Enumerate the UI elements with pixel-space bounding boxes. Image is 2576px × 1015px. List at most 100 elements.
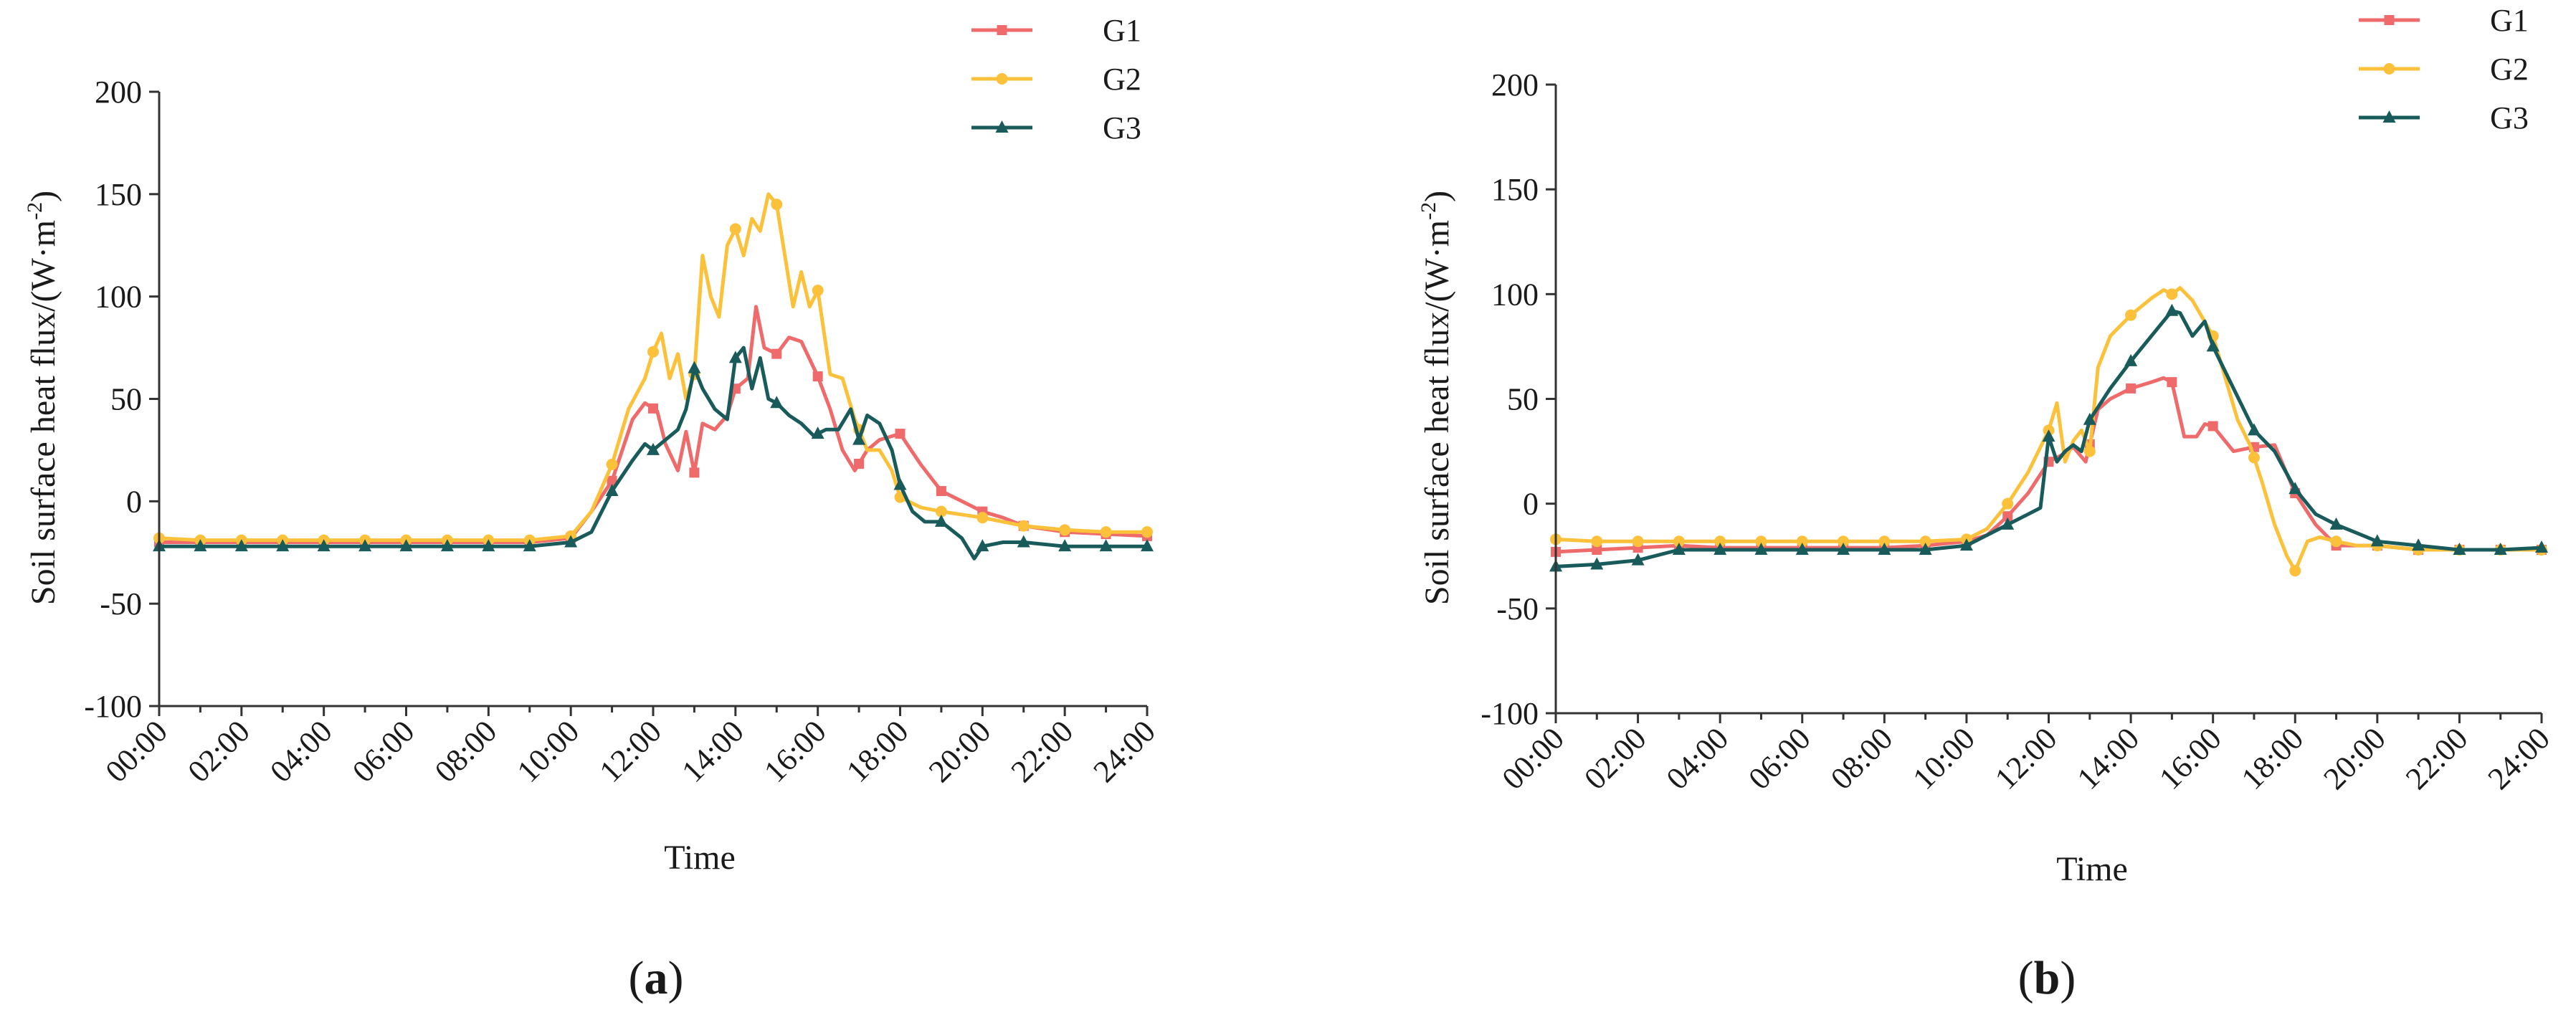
x-tick-label-b: 14:00 xyxy=(2071,720,2147,796)
marker-g3-b xyxy=(2001,517,2015,530)
marker-g1-b xyxy=(2167,377,2177,388)
marker-g3-a xyxy=(1141,539,1154,552)
marker-g3-b xyxy=(1714,542,1727,555)
series-g3-b xyxy=(1549,303,2548,572)
marker-g3-b xyxy=(1919,542,1932,555)
marker-g2-a xyxy=(647,346,659,358)
marker-g3-b xyxy=(2535,540,2548,553)
marker-g1-a xyxy=(936,486,946,497)
marker-g2-b xyxy=(2289,565,2301,577)
x-tick-label-a: 00:00 xyxy=(99,713,175,789)
marker-g3-a xyxy=(440,539,454,552)
line-g1-b xyxy=(1555,376,2542,554)
marker-g2-b xyxy=(1919,535,1931,548)
legend-item-g1-a: G1 xyxy=(971,13,1141,48)
x-tick-label-b: 08:00 xyxy=(1824,720,1900,796)
marker-g3-a xyxy=(893,477,907,490)
legend-marker-g3-b xyxy=(2382,110,2396,123)
marker-g2-b xyxy=(1796,535,1808,548)
y-tick-label-b: -100 xyxy=(1481,696,1539,731)
marker-g2-a xyxy=(812,285,824,297)
x-tick-label-b: 18:00 xyxy=(2235,720,2311,796)
legend-label-g1-a: G1 xyxy=(1103,13,1141,48)
marker-g3-b xyxy=(2412,538,2425,551)
marker-g3-a xyxy=(770,396,784,409)
marker-g2-b xyxy=(1838,535,1850,548)
marker-g2-b xyxy=(2083,445,2096,457)
plot-area-a: -100 -50 0 50 100 150 200 00:00 02:00 04:00 06:00 0… xyxy=(84,75,1162,789)
marker-g1-a xyxy=(648,403,658,414)
marker-g1-a xyxy=(689,467,700,478)
x-tick-label-a: 22:00 xyxy=(1004,713,1080,789)
x-tick-label-b: 02:00 xyxy=(1577,720,1653,796)
chart-panel-a: -100 -50 0 50 100 150 200 00:00 02:00 04:00 06:00 0… xyxy=(23,13,1162,1004)
series-g2-a xyxy=(153,192,1153,546)
marker-g1-a xyxy=(607,475,617,486)
y-tick-label-b: 100 xyxy=(1491,277,1539,312)
marker-g3-b xyxy=(1959,538,1973,551)
legend-marker-g1-a xyxy=(997,25,1007,35)
x-tick-label-a: 06:00 xyxy=(346,713,422,789)
marker-g3-b xyxy=(1672,542,1686,555)
marker-g2-a xyxy=(1017,520,1030,532)
marker-g3-b xyxy=(2165,303,2179,316)
legend-item-g2-a: G2 xyxy=(971,62,1141,97)
marker-g3-a xyxy=(647,442,660,455)
marker-g3-a xyxy=(358,539,372,552)
legend-marker-g2-b xyxy=(2383,63,2395,75)
y-tick-label-b: 200 xyxy=(1491,67,1539,103)
y-tick-label-a: 50 xyxy=(110,382,142,417)
y-tick-label-a: 0 xyxy=(126,484,142,519)
marker-g2-b xyxy=(2125,309,2137,321)
series-g1-a xyxy=(154,305,1152,548)
marker-g3-b xyxy=(2042,429,2055,442)
x-tick-label-a: 12:00 xyxy=(593,713,669,789)
y-tick-label-a: 150 xyxy=(95,177,142,212)
marker-g2-b xyxy=(2248,452,2260,464)
marker-g3-a xyxy=(1058,539,1072,552)
marker-g3-b xyxy=(2247,423,2261,436)
marker-g2-b xyxy=(1755,535,1767,548)
marker-g2-a xyxy=(935,505,947,518)
marker-g3-a xyxy=(688,361,701,373)
legend-a: G1 G2 G3 xyxy=(971,13,1141,146)
marker-g3-b xyxy=(1837,542,1850,555)
y-axis-title-a: Soil surface heat flux/(W·m-2) xyxy=(23,191,62,605)
y-tick-label-b: -50 xyxy=(1496,591,1539,626)
x-tick-label-a: 24:00 xyxy=(1087,713,1163,789)
marker-g3-b xyxy=(1754,542,1768,555)
y-tick-label-b: 150 xyxy=(1491,172,1539,207)
legend-label-g1-b: G1 xyxy=(2490,3,2529,38)
marker-g3-a xyxy=(1017,535,1030,548)
marker-g2-b xyxy=(2166,288,2178,300)
line-g2-a xyxy=(158,192,1147,543)
legend-label-g3-a: G3 xyxy=(1103,110,1141,146)
marker-g3-b xyxy=(2124,353,2138,366)
marker-g1-a xyxy=(895,429,906,439)
x-tick-label-b: 12:00 xyxy=(1988,720,2064,796)
x-tick-label-b: 06:00 xyxy=(1741,720,1817,796)
marker-g1-a xyxy=(771,348,782,359)
x-tick-label-b: 16:00 xyxy=(2152,720,2228,796)
legend-marker-g2-a xyxy=(996,73,1008,85)
line-g3-a xyxy=(159,346,1147,561)
x-tick-label-a: 14:00 xyxy=(675,713,751,789)
marker-g2-b xyxy=(2330,535,2342,548)
legend-item-g2-b: G2 xyxy=(2359,52,2529,87)
marker-g3-a xyxy=(728,351,742,363)
marker-g1-b xyxy=(2002,511,2013,522)
legend-label-g3-b: G3 xyxy=(2490,100,2529,135)
marker-g2-a xyxy=(1059,524,1071,536)
marker-g3-a xyxy=(976,539,989,552)
marker-g3-a xyxy=(605,484,619,497)
x-axis-title-b: Time xyxy=(2056,850,2128,888)
x-tick-label-b: 20:00 xyxy=(2316,720,2392,796)
marker-g3-b xyxy=(2329,517,2343,530)
plot-area-b: -100 -50 0 50 100 150 200 00:00 02:00 04:00 06:00 0… xyxy=(1481,67,2557,796)
marker-g3-a xyxy=(934,514,948,527)
marker-g2-a xyxy=(771,199,783,211)
marker-g1-b xyxy=(2207,421,2218,432)
legend-item-g1-b: G1 xyxy=(2359,3,2529,38)
x-tick-label-b: 00:00 xyxy=(1496,720,1572,796)
